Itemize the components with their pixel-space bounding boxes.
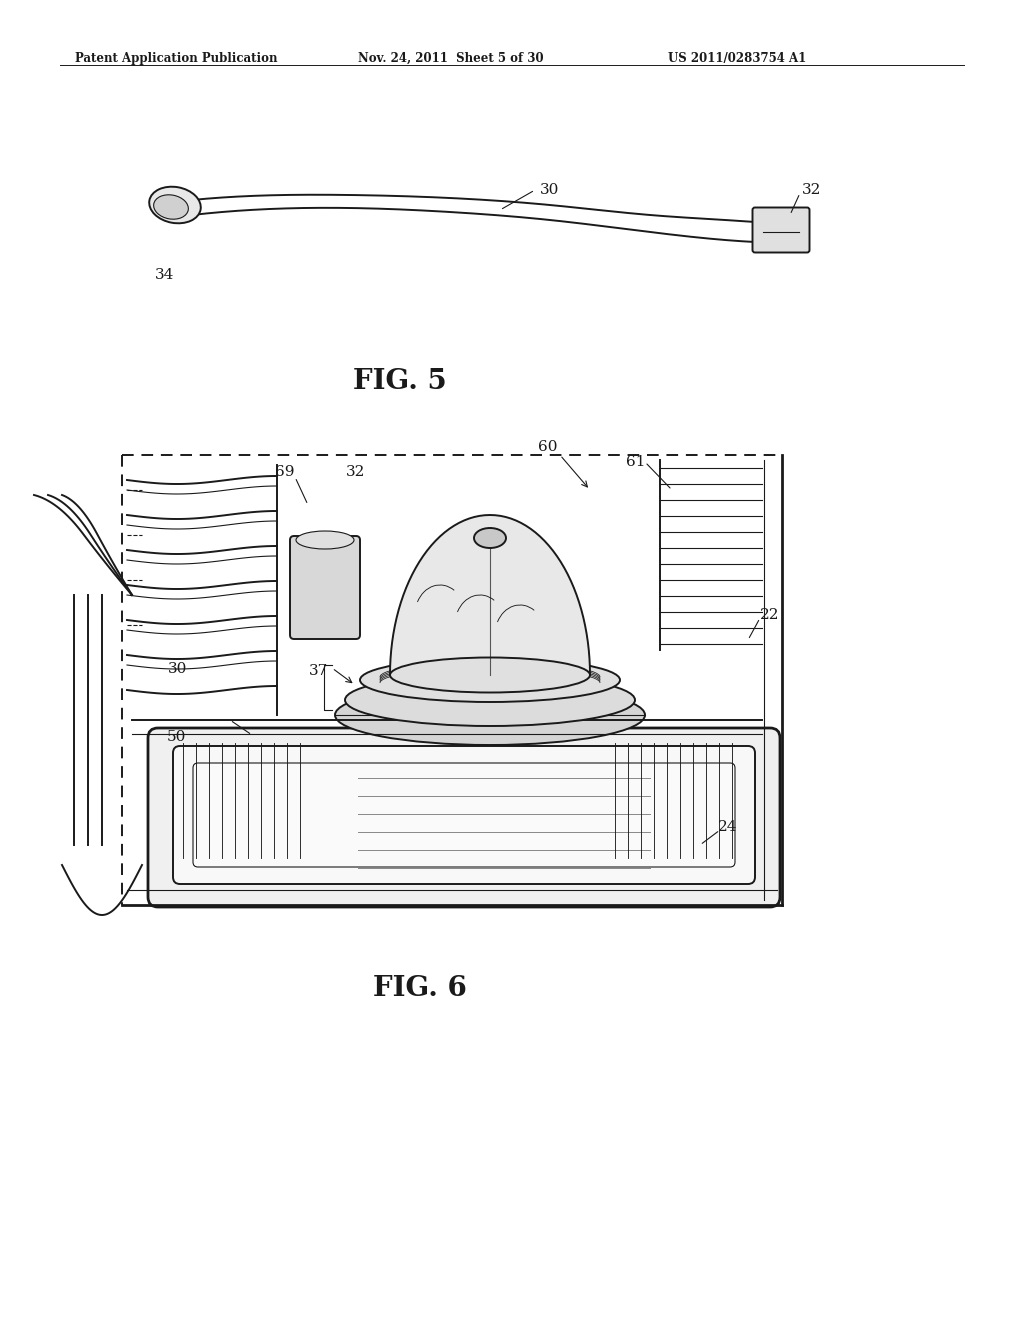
Text: 32: 32	[802, 183, 821, 197]
Ellipse shape	[360, 657, 620, 702]
Text: 60: 60	[539, 440, 558, 454]
Text: 22: 22	[760, 609, 779, 622]
Text: 69: 69	[275, 465, 295, 479]
Polygon shape	[390, 515, 590, 675]
FancyBboxPatch shape	[753, 207, 810, 252]
Ellipse shape	[390, 657, 590, 693]
Text: 24: 24	[718, 820, 737, 834]
Text: FIG. 5: FIG. 5	[353, 368, 446, 395]
Text: FIG. 6: FIG. 6	[373, 975, 467, 1002]
Text: 37: 37	[308, 664, 328, 678]
Text: Nov. 24, 2011  Sheet 5 of 30: Nov. 24, 2011 Sheet 5 of 30	[358, 51, 544, 65]
Ellipse shape	[296, 531, 354, 549]
Text: US 2011/0283754 A1: US 2011/0283754 A1	[668, 51, 806, 65]
Ellipse shape	[335, 685, 645, 744]
Text: 30: 30	[168, 663, 187, 676]
Text: 61: 61	[627, 455, 646, 469]
Ellipse shape	[154, 195, 188, 219]
Ellipse shape	[345, 675, 635, 726]
FancyBboxPatch shape	[148, 729, 780, 907]
FancyBboxPatch shape	[193, 763, 735, 867]
Ellipse shape	[150, 186, 201, 223]
Text: 50: 50	[166, 730, 185, 744]
Text: 30: 30	[540, 183, 559, 197]
FancyBboxPatch shape	[173, 746, 755, 884]
Ellipse shape	[474, 528, 506, 548]
Text: Patent Application Publication: Patent Application Publication	[75, 51, 278, 65]
FancyBboxPatch shape	[290, 536, 360, 639]
Text: 34: 34	[155, 268, 174, 282]
Text: 32: 32	[346, 465, 366, 479]
